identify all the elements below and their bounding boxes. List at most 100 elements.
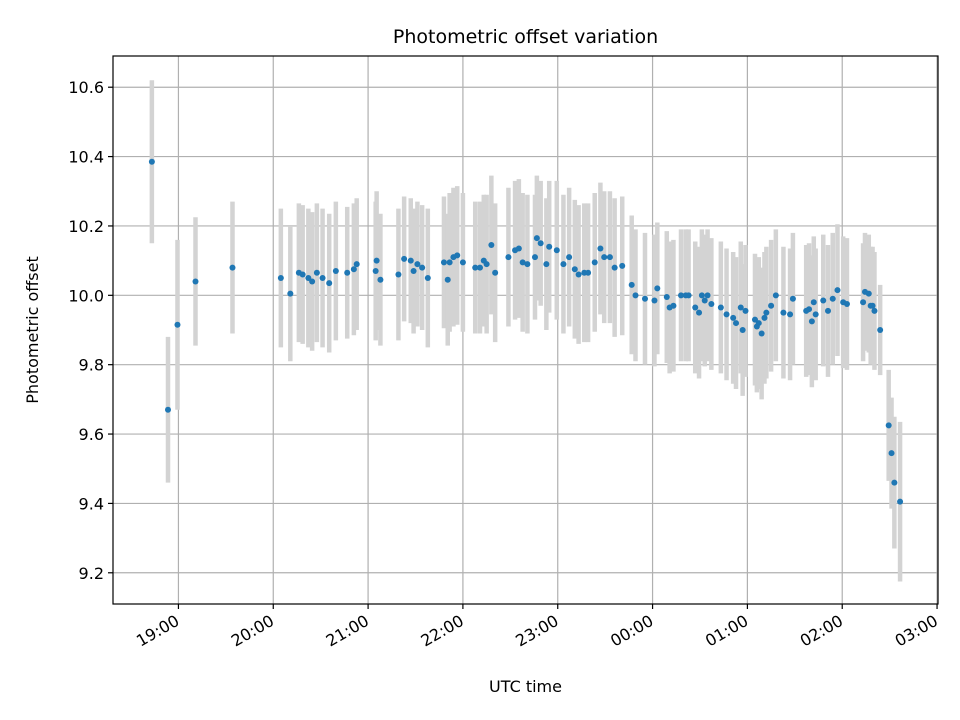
data-point (877, 327, 884, 333)
data-point (424, 274, 431, 281)
data-point (192, 278, 199, 285)
data-point (543, 261, 550, 268)
data-point (670, 302, 677, 309)
data-point (309, 278, 316, 285)
data-point (319, 274, 326, 281)
chart-title: Photometric offset variation (393, 26, 658, 48)
data-point (888, 450, 895, 457)
data-point (808, 318, 815, 325)
data-point (780, 309, 787, 316)
data-point (701, 297, 708, 304)
data-point (871, 307, 878, 314)
data-point (632, 292, 639, 299)
data-point (553, 247, 560, 254)
data-point (606, 254, 613, 261)
data-point (326, 280, 333, 287)
data-point (515, 245, 522, 252)
data-point (444, 276, 451, 283)
data-point (597, 245, 604, 252)
data-point (332, 268, 339, 275)
data-point (692, 304, 699, 311)
data-point (414, 261, 421, 268)
data-point (755, 320, 762, 327)
data-point (829, 295, 836, 302)
y-tick-label: 10.4 (68, 148, 104, 167)
data-point (696, 309, 703, 316)
data-point (708, 300, 715, 307)
data-point (488, 242, 495, 249)
data-point (571, 266, 578, 273)
data-point (454, 252, 461, 259)
data-point (174, 321, 181, 328)
data-point (737, 304, 744, 311)
y-tick-label: 9.8 (79, 356, 104, 375)
data-point (628, 281, 635, 288)
x-axis-label: UTC time (489, 677, 562, 696)
data-point (758, 330, 765, 337)
data-point (524, 261, 531, 268)
data-point (730, 314, 737, 321)
x-tick-label: 01:00 (702, 611, 751, 651)
y-tick-label: 9.4 (79, 494, 104, 513)
y-tick-label: 10.0 (68, 286, 104, 305)
y-tick-label: 9.2 (79, 564, 104, 583)
x-tick-label: 22:00 (417, 611, 466, 651)
data-point (739, 327, 746, 333)
data-point (560, 261, 567, 268)
data-point (459, 259, 466, 266)
error-bars (149, 80, 903, 582)
data-point (891, 479, 898, 486)
data-point (401, 255, 408, 262)
data-point (641, 295, 648, 302)
x-tick-label: 02:00 (797, 611, 846, 651)
data-point (820, 297, 827, 304)
data-point (299, 271, 306, 278)
data-point (148, 158, 155, 165)
data-point (751, 316, 758, 323)
data-point (305, 274, 312, 281)
data-point (761, 314, 768, 321)
data-point (472, 264, 479, 271)
data-point (373, 257, 380, 264)
data-point (277, 274, 284, 281)
data-point (519, 259, 526, 266)
data-point (407, 257, 414, 264)
data-point (505, 254, 512, 261)
y-tick-label: 9.6 (79, 425, 104, 444)
data-point (591, 259, 598, 266)
data-point (619, 262, 626, 269)
data-point (350, 266, 357, 273)
y-tick-label: 10.6 (68, 78, 104, 97)
data-point (717, 304, 724, 311)
data-point (395, 271, 402, 278)
data-point (885, 422, 892, 429)
data-point (825, 307, 831, 314)
data-point (789, 295, 796, 302)
data-point (763, 309, 770, 316)
y-axis-label: Photometric offset (23, 256, 42, 404)
data-point (611, 264, 618, 271)
data-point (897, 498, 904, 505)
x-tick-label: 23:00 (512, 611, 561, 651)
data-point (353, 261, 360, 268)
data-point (546, 243, 553, 250)
data-point (372, 268, 379, 275)
x-tick-label: 00:00 (607, 611, 656, 651)
data-point (410, 268, 417, 275)
data-point (834, 287, 841, 294)
data-point (531, 254, 538, 261)
data-point (698, 292, 705, 299)
data-point (165, 406, 171, 413)
data-point (446, 259, 453, 266)
data-point (772, 292, 779, 299)
plot-frame (112, 55, 939, 605)
data-point (723, 311, 730, 318)
data-point (704, 292, 711, 299)
data-point (377, 276, 384, 283)
data-point (742, 307, 749, 314)
data-point (654, 285, 661, 292)
data-point (860, 299, 867, 306)
data-point (865, 290, 872, 297)
data-point (483, 261, 490, 268)
